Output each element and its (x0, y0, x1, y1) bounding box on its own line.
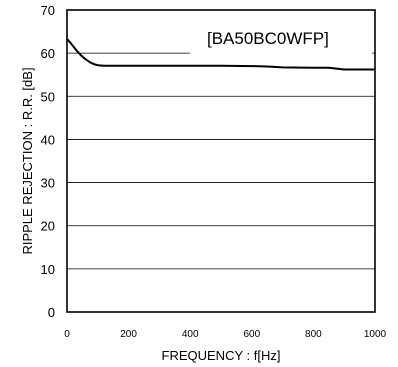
y-tick-label-0: 0 (48, 305, 55, 320)
y-tick-label-10: 10 (41, 262, 55, 277)
x-axis-label: FREQUENCY : f[Hz] (162, 348, 281, 363)
series-line-0 (66, 38, 375, 71)
y-tick-label-30: 30 (41, 176, 55, 191)
series-group (66, 38, 375, 71)
x-tick-labels: 0 200 400 600 800 1000 (64, 329, 386, 340)
annotation-box (190, 20, 372, 54)
y-tick-label-60: 60 (41, 46, 55, 61)
x-tick-label-400: 400 (182, 329, 199, 340)
y-tick-label-50: 50 (41, 89, 55, 104)
y-tick-labels: 0 10 20 30 40 50 60 70 (41, 3, 55, 320)
y-tick-label-20: 20 (41, 219, 55, 234)
x-tick-label-600: 600 (243, 329, 260, 340)
y-tick-label-70: 70 (41, 3, 55, 18)
gridlines (67, 52, 375, 270)
x-tick-label-200: 200 (120, 329, 137, 340)
x-tick-label-800: 800 (305, 329, 322, 340)
plot-frame (66, 9, 376, 313)
x-tick-label-1000: 1000 (364, 329, 387, 340)
x-tick-label-0: 0 (64, 329, 70, 340)
y-tick-label-40: 40 (41, 132, 55, 147)
y-axis-label: RIPPLE REJECTION : R.R. [dB] (20, 67, 35, 254)
annotation-label: [BA50BC0WFP] (207, 29, 329, 48)
